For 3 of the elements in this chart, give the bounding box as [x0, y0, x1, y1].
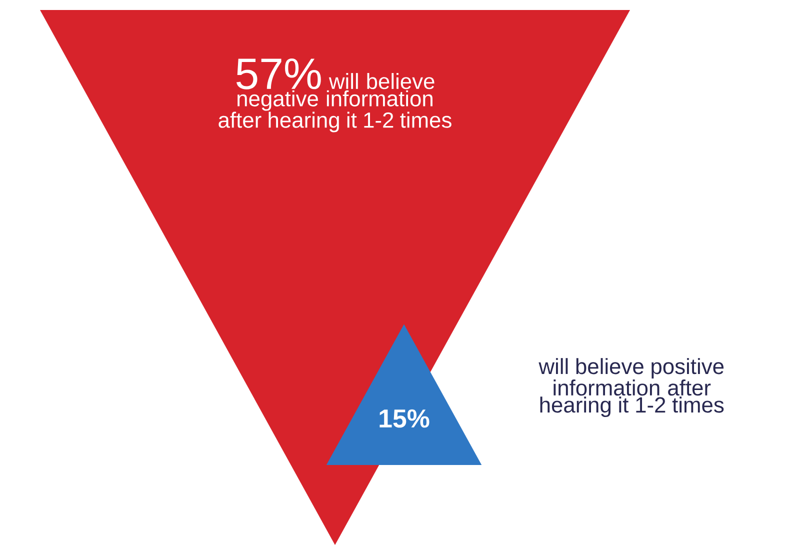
data-label: 15%: [380, 409, 430, 428]
data-label: 57%: [236, 58, 321, 90]
category-label: will believe positive information after hearing it 1-2 times: [538, 358, 724, 418]
